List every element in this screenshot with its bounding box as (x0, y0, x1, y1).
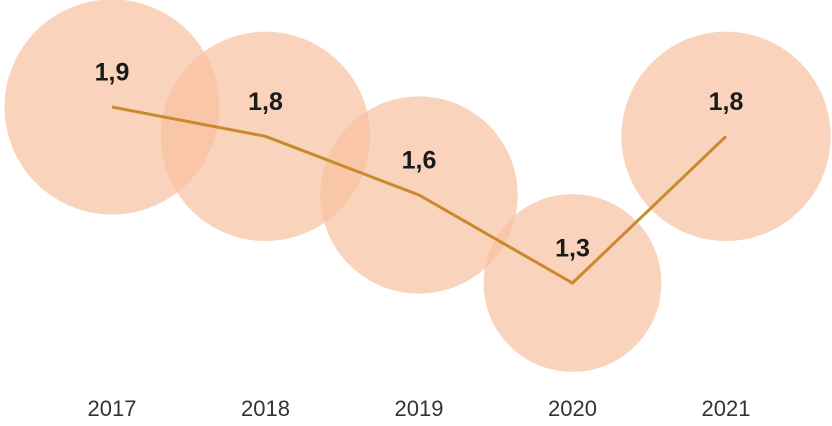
x-tick-label: 2020 (548, 396, 597, 421)
x-tick-label: 2017 (88, 396, 137, 421)
value-label: 1,9 (95, 59, 130, 87)
line (111, 105, 728, 285)
value-label: 1,6 (402, 147, 437, 175)
value-label: 1,8 (248, 88, 283, 116)
value-label: 1,3 (555, 235, 590, 263)
x-tick-label: 2021 (702, 396, 751, 421)
x-tick-label: 2019 (395, 396, 444, 421)
value-label: 1,8 (709, 88, 744, 116)
x-tick-label: 2018 (241, 396, 290, 421)
